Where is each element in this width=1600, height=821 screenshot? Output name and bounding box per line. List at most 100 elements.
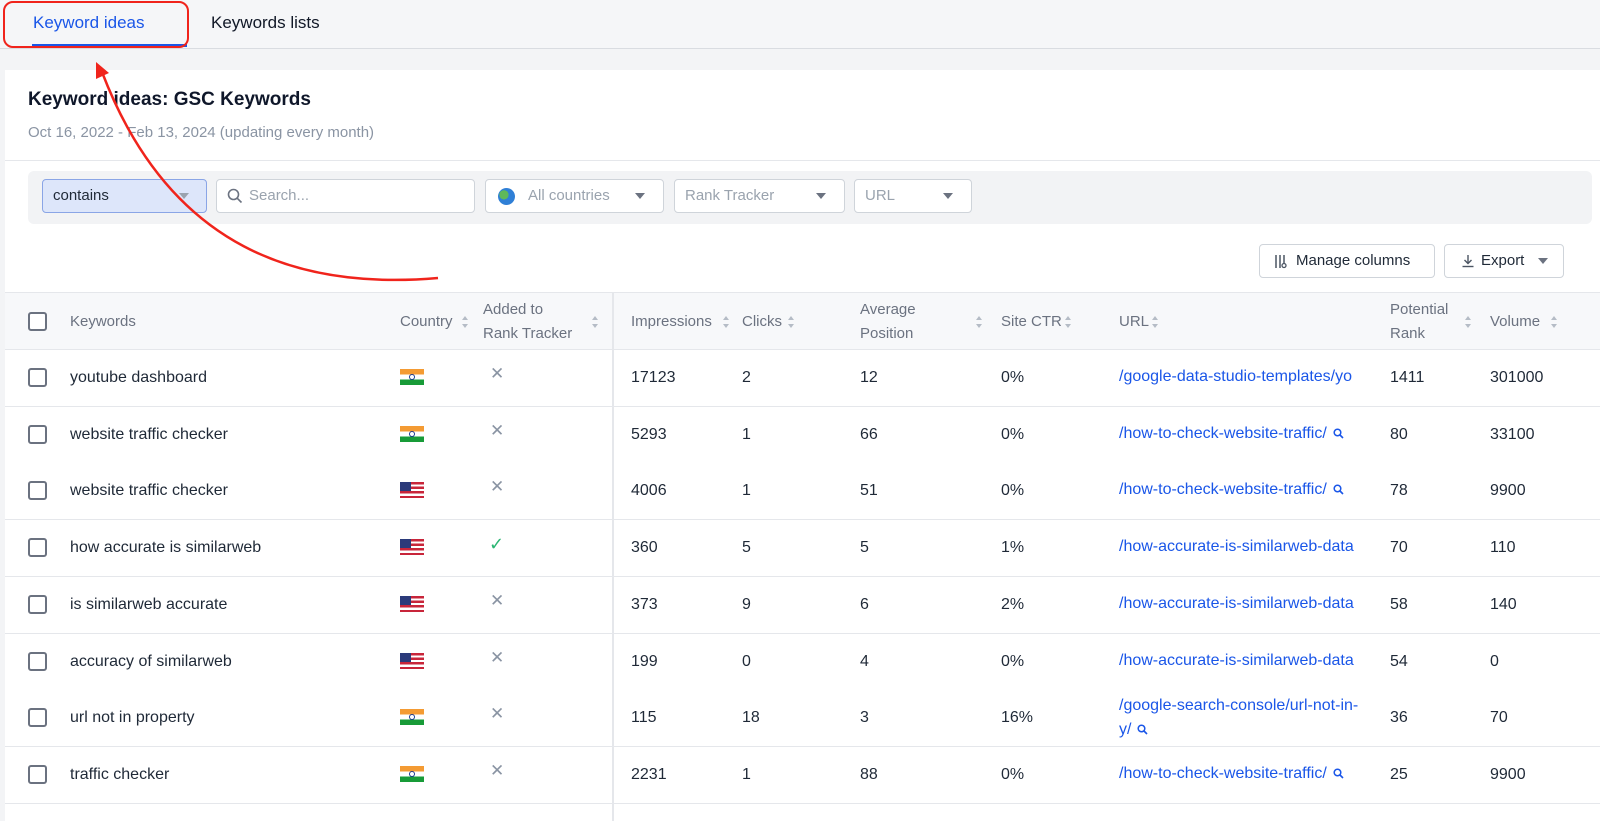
column-header-rank-line2: Rank	[1390, 325, 1426, 342]
table-row[interactable]: accuracy of similarweb ✕ 199 0 4 0% /how-accur…	[5, 634, 1600, 691]
table-row[interactable]: how accurate is similarweb ✓ 360 5 5 1% /how-a…	[5, 520, 1600, 577]
search-icon[interactable]	[1333, 484, 1344, 495]
rank-tracker-select-label: Rank Tracker	[685, 187, 775, 204]
clicks-cell: 0	[742, 653, 751, 670]
table-row[interactable]: is similarweb accurate ✕ 373 9 6 2% /how-accur…	[5, 577, 1600, 634]
url-link-continued[interactable]: y/	[1119, 719, 1149, 741]
column-header-url[interactable]: URL	[1119, 313, 1150, 330]
column-header-impressions[interactable]: Impressions	[631, 313, 712, 330]
url-text: /how-to-check-website-traffic/	[1119, 481, 1327, 498]
row-checkbox[interactable]	[28, 595, 47, 614]
country-select[interactable]: All countries	[485, 179, 664, 213]
sort-icon[interactable]	[1551, 316, 1558, 328]
export-label: Export	[1481, 252, 1525, 269]
column-header-potential-rank[interactable]: Potential Rank	[1390, 298, 1448, 346]
tab-keyword-ideas[interactable]: Keyword ideas	[33, 13, 145, 32]
url-link[interactable]: /how-to-check-website-traffic/	[1119, 423, 1379, 445]
site-ctr-cell: 16%	[1001, 709, 1034, 726]
url-link[interactable]: /how-accurate-is-similarweb-data	[1119, 536, 1379, 558]
search-icon[interactable]	[1137, 724, 1149, 735]
cross-icon[interactable]: ✕	[490, 421, 505, 440]
average-position-cell: 3	[860, 709, 869, 726]
table-row[interactable]: website traffic checker ✕ 5293 1 66 0% /how-to…	[5, 407, 1600, 464]
cross-icon[interactable]: ✕	[490, 704, 505, 723]
column-header-added-to-rank-tracker[interactable]: Added to Rank Tracker	[483, 298, 572, 346]
column-header-average-position[interactable]: Average Position	[860, 298, 916, 346]
impressions-cell: 4006	[631, 482, 667, 499]
url-link[interactable]: /how-accurate-is-similarweb-data	[1119, 593, 1379, 615]
keyword-cell: website traffic checker	[70, 426, 228, 443]
table-row[interactable]: youtube dashboard ✕ 17123 2 12 0% /google-data…	[5, 350, 1600, 407]
annotation-highlight-box	[3, 1, 189, 48]
cross-icon[interactable]: ✕	[490, 761, 505, 780]
cross-icon[interactable]: ✕	[490, 591, 505, 610]
row-checkbox[interactable]	[28, 538, 47, 557]
search-icon	[227, 188, 243, 204]
cross-icon[interactable]: ✕	[490, 477, 505, 496]
column-header-volume[interactable]: Volume	[1490, 313, 1541, 330]
url-text: /how-accurate-is-similarweb-data	[1119, 595, 1354, 612]
sort-icon[interactable]	[976, 316, 983, 328]
rank-tracker-select[interactable]: Rank Tracker	[674, 179, 845, 213]
url-link[interactable]: /google-data-studio-templates/yo	[1119, 366, 1379, 388]
url-link[interactable]: /google-search-console/url-not-in-	[1119, 695, 1377, 717]
search-input[interactable]: Search...	[216, 179, 475, 213]
url-text: /how-accurate-is-similarweb-data	[1119, 652, 1354, 669]
row-checkbox[interactable]	[28, 481, 47, 500]
average-position-cell: 88	[860, 766, 878, 783]
potential-rank-cell: 78	[1390, 482, 1408, 499]
keyword-cell: website traffic checker	[70, 482, 228, 499]
table-row[interactable]: traffic checker ✕ 2231 1 88 0% /how-to-check-w…	[5, 747, 1600, 804]
table-row[interactable]: url not in property ✕ 115 18 3 16% /google-sea…	[5, 690, 1600, 747]
column-header-keywords[interactable]: Keywords	[70, 313, 136, 330]
row-checkbox[interactable]	[28, 708, 47, 727]
us-flag-icon	[400, 596, 424, 612]
match-type-select[interactable]: contains	[42, 179, 207, 213]
search-icon[interactable]	[1333, 768, 1344, 779]
url-select-label: URL	[865, 187, 896, 204]
clicks-cell: 1	[742, 482, 751, 499]
sort-icon[interactable]	[723, 316, 730, 328]
table-header: Keywords Country Added to Rank Tracker I…	[5, 292, 1600, 350]
clicks-cell: 1	[742, 426, 751, 443]
tab-keywords-lists[interactable]: Keywords lists	[211, 13, 320, 32]
site-ctr-cell: 0%	[1001, 653, 1025, 670]
url-text: /google-search-console/url-not-in-	[1119, 697, 1359, 714]
volume-cell: 9900	[1490, 482, 1526, 499]
average-position-cell: 12	[860, 369, 878, 386]
cross-icon[interactable]: ✕	[490, 364, 505, 383]
sort-icon[interactable]	[1465, 316, 1472, 328]
sort-icon[interactable]	[462, 316, 469, 328]
sort-icon[interactable]	[1152, 316, 1159, 328]
site-ctr-cell: 2%	[1001, 596, 1025, 613]
potential-rank-cell: 25	[1390, 766, 1408, 783]
impressions-cell: 199	[631, 653, 658, 670]
row-checkbox[interactable]	[28, 765, 47, 784]
volume-cell: 0	[1490, 653, 1499, 670]
check-icon: ✓	[489, 534, 505, 554]
export-button[interactable]: Export	[1444, 244, 1564, 278]
url-select[interactable]: URL	[854, 179, 972, 213]
url-link[interactable]: /how-to-check-website-traffic/	[1119, 763, 1379, 785]
page-title: Keyword ideas: GSC Keywords	[28, 89, 311, 110]
search-icon[interactable]	[1333, 428, 1344, 439]
sort-icon[interactable]	[592, 316, 599, 328]
sort-icon[interactable]	[1065, 316, 1072, 328]
cross-icon[interactable]: ✕	[490, 648, 505, 667]
row-checkbox[interactable]	[28, 425, 47, 444]
table-row[interactable]: website traffic checker ✕ 4006 1 51 0% /how-to…	[5, 463, 1600, 520]
column-header-clicks[interactable]: Clicks	[742, 313, 782, 330]
url-text: /how-to-check-website-traffic/	[1119, 765, 1327, 782]
select-all-checkbox[interactable]	[28, 312, 47, 331]
column-header-country[interactable]: Country	[400, 313, 453, 330]
manage-columns-label: Manage columns	[1296, 252, 1411, 269]
tab-bar: Keyword ideas Keywords lists	[0, 0, 1600, 49]
row-checkbox[interactable]	[28, 368, 47, 387]
column-header-site-ctr[interactable]: Site CTR	[1001, 313, 1062, 330]
columns-icon	[1275, 255, 1287, 269]
row-checkbox[interactable]	[28, 652, 47, 671]
manage-columns-button[interactable]: Manage columns	[1259, 244, 1435, 278]
url-link[interactable]: /how-to-check-website-traffic/	[1119, 479, 1379, 501]
sort-icon[interactable]	[788, 316, 795, 328]
url-link[interactable]: /how-accurate-is-similarweb-data	[1119, 650, 1379, 672]
